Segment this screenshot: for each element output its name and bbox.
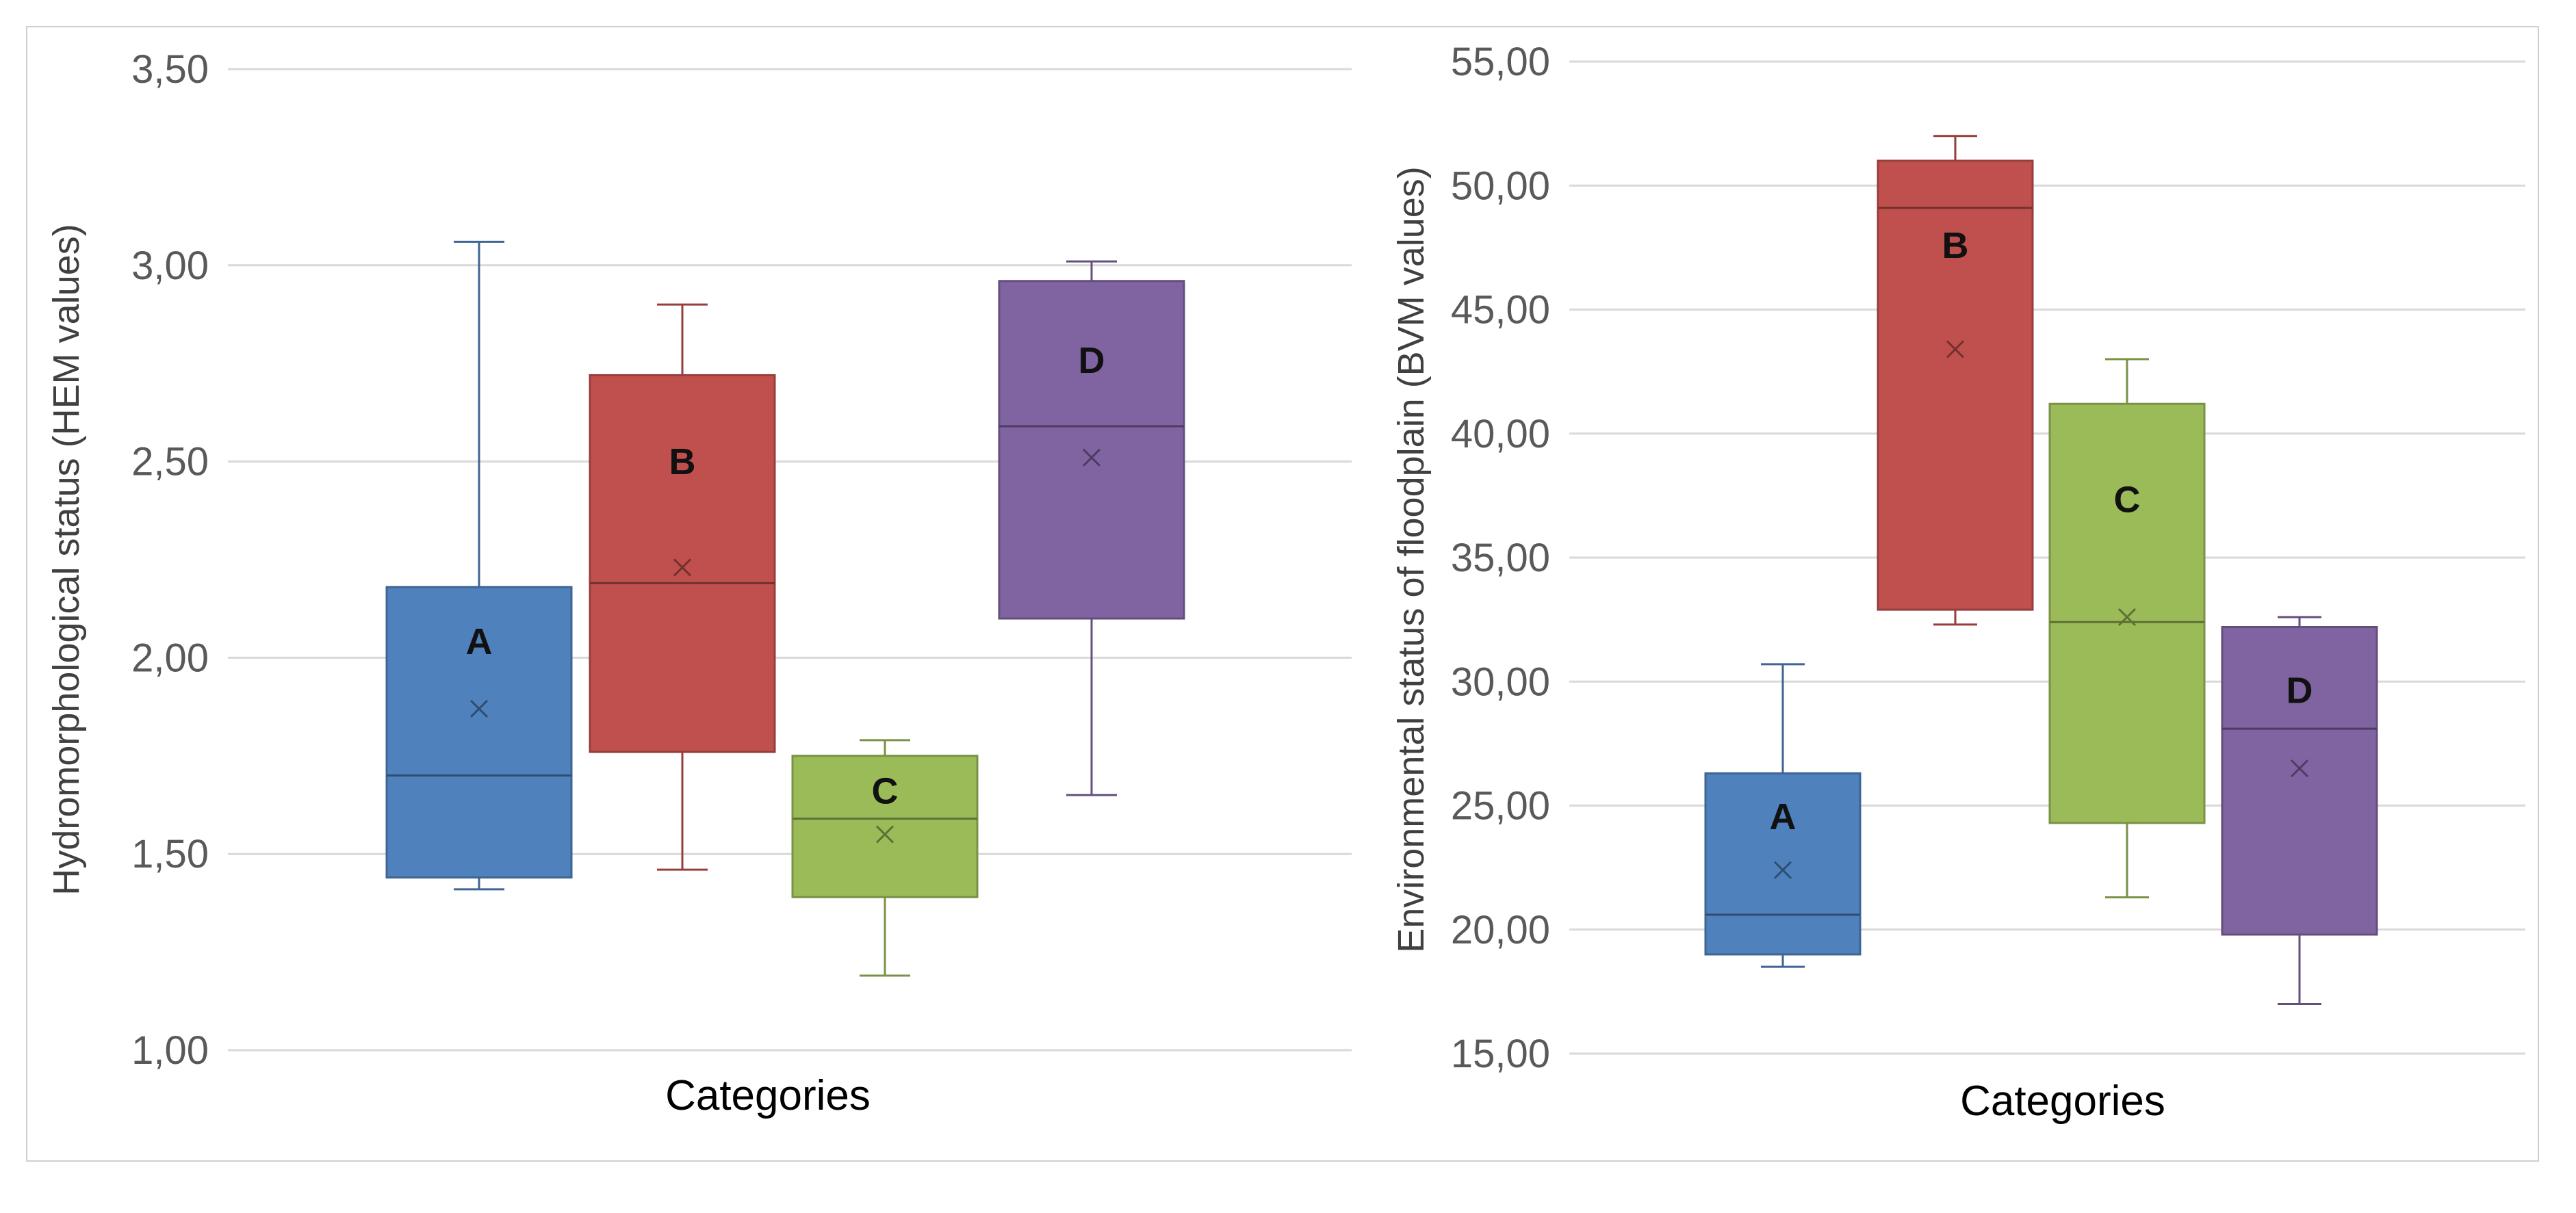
box-iqr [1704, 772, 1862, 956]
mean-marker-b [875, 825, 894, 844]
box-iqr [2221, 626, 2378, 936]
chart-bvm-box-a: A [1704, 663, 1862, 968]
box-label: B [1942, 225, 1969, 266]
chart-bvm-y-tick-label: 35,00 [1451, 536, 1550, 580]
chart-bvm-y-tick-label: 55,00 [1451, 40, 1550, 84]
box-label: B [669, 441, 696, 482]
box-label: A [466, 621, 493, 662]
chart-bvm-x-axis-title: Categories [1960, 1078, 2165, 1125]
chart-hem-y-tick-label: 2,00 [131, 636, 209, 680]
box-iqr [791, 755, 979, 898]
box-label: A [1770, 796, 1796, 837]
mean-marker-b [2290, 759, 2309, 778]
chart-bvm-box-b: B [1877, 135, 2034, 626]
chart-hem-y-axis-title: Hydromorphological status (HEM values) [46, 224, 87, 895]
box-label: C [872, 770, 899, 811]
box-iqr [1877, 159, 2034, 611]
box-iqr [998, 280, 1185, 620]
chart-hem-box-d: D [998, 260, 1185, 796]
box-label: D [1079, 340, 1105, 381]
chart-bvm-y-tick-label: 45,00 [1451, 288, 1550, 332]
mean-marker-b [469, 699, 489, 718]
box-label: C [2114, 480, 2141, 521]
chart-bvm-y-tick-label: 25,00 [1451, 784, 1550, 829]
chart-bvm-box-d: D [2221, 616, 2378, 1005]
chart-hem-box-a: A [385, 240, 573, 891]
mean-marker-b [1773, 861, 1792, 879]
chart-bvm-box-c: C [2048, 358, 2206, 899]
mean-marker-b [673, 558, 692, 577]
box-label: D [2287, 670, 2313, 711]
chart-bvm-y-axis-title: Environmental status of floodplain (BVM … [1391, 166, 1432, 953]
box-iqr [589, 374, 776, 753]
chart-hem-y-tick-label: 1,00 [131, 1028, 209, 1073]
mean-marker-b [2117, 608, 2137, 627]
chart-bvm-y-tick-label: 50,00 [1451, 164, 1550, 208]
mean-marker-b [1082, 448, 1101, 467]
chart-bvm-y-tick-label: 20,00 [1451, 908, 1550, 952]
chart-hem-y-ticks: 1,00 1,50 2,00 2,50 3,00 3,50 [131, 47, 209, 1073]
box-iqr [385, 586, 573, 879]
chart-hem-x-axis-title: Categories [665, 1072, 871, 1119]
chart-bvm-y-ticks: 15,00 20,00 25,00 30,00 35,00 40,00 45,00 50,00… [1451, 40, 1550, 1076]
chart-hem-box-c: C [791, 739, 979, 977]
chart-hem-boxes: A B C D [385, 240, 1185, 977]
chart-hem-y-tick-label: 2,50 [131, 440, 209, 484]
chart-hem-y-tick-label: 1,50 [131, 832, 209, 876]
chart-bvm-y-tick-label: 40,00 [1451, 412, 1550, 456]
mean-marker-b [1946, 340, 1965, 358]
box-iqr [2048, 402, 2206, 824]
chart-hem-y-tick-label: 3,50 [131, 47, 209, 92]
chart-hem: 1,00 1,50 2,00 2,50 3,00 3,50 A B C D Hydromorph… [46, 47, 1352, 1119]
chart-bvm-y-tick-label: 15,00 [1451, 1032, 1550, 1076]
chart-hem-y-tick-label: 3,00 [131, 244, 209, 288]
chart-bvm: 15,00 20,00 25,00 30,00 35,00 40,00 45,00 50,00… [1391, 40, 2525, 1125]
chart-hem-box-b: B [589, 303, 776, 871]
chart-bvm-y-tick-label: 30,00 [1451, 660, 1550, 704]
chart-bvm-boxes: A B C D [1704, 135, 2378, 1005]
